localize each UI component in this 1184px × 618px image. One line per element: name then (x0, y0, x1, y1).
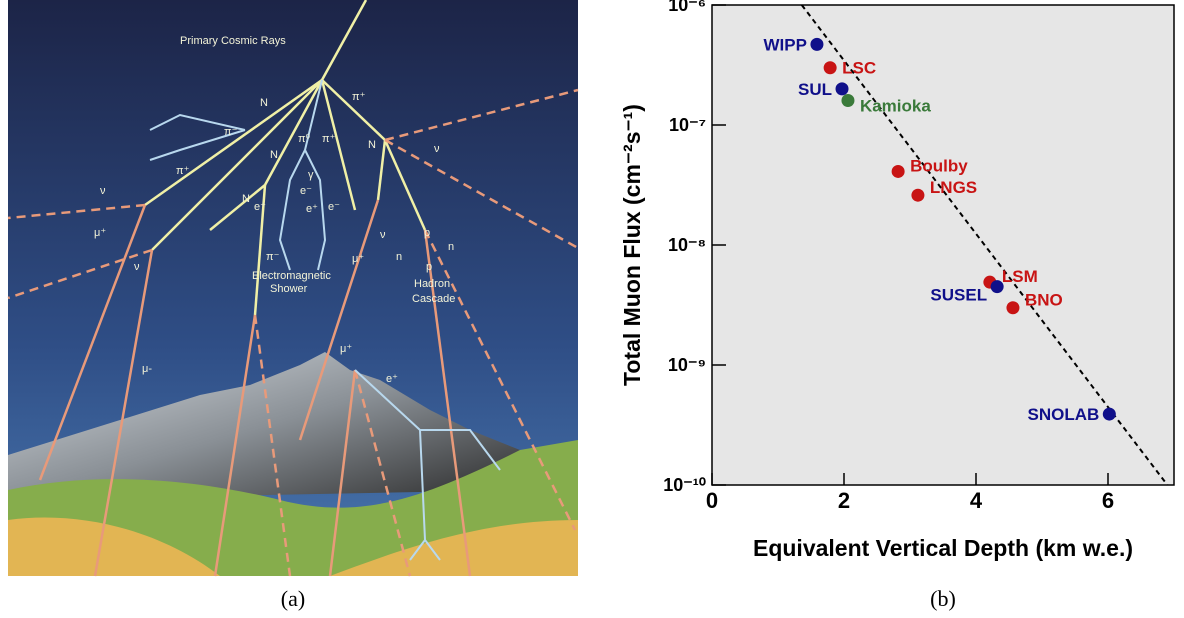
diagram-label: μ⁺ (94, 227, 106, 239)
muon-tracks (38, 199, 472, 577)
point-label: LSC (842, 59, 876, 78)
y-tick-label: 10⁻⁹ (668, 355, 706, 375)
em-tracks (149, 79, 501, 561)
diagram-label: N (260, 97, 268, 109)
diagram-label: μ- (142, 363, 152, 375)
y-tick-label: 10⁻⁷ (669, 115, 706, 135)
caption: (b) (930, 586, 956, 611)
diagram-label: ν (434, 143, 440, 155)
plot-frame (711, 4, 1175, 486)
diagram-labels: Primary Cosmic Rays N π⁺ π⁻ π⁰ π⁺ N N ν … (94, 35, 455, 385)
y-tick-label: 10⁻⁸ (668, 235, 706, 255)
x-axis-label: Equivalent Vertical Depth (km w.e.) (753, 535, 1133, 561)
hadron-tracks (144, 0, 427, 316)
diagram-label: p (424, 227, 430, 239)
caption: (a) (281, 586, 305, 611)
mountain (8, 352, 520, 500)
data-point (891, 164, 905, 178)
diagram-label: π⁺ (176, 165, 190, 177)
diagram-label: γ (308, 169, 314, 181)
diagram-label: π⁺ (352, 91, 366, 103)
diagram-label: Primary Cosmic Rays (180, 35, 286, 47)
point-label: LNGS (930, 178, 977, 197)
diagram-label: Cascade (412, 293, 455, 305)
point-label: Kamioka (860, 97, 931, 116)
x-tick-label: 4 (970, 488, 983, 513)
data-point (823, 61, 837, 75)
diagram-label: μ⁺ (352, 253, 364, 265)
diagram-label: Shower (270, 283, 308, 295)
diagram-label: N (242, 193, 250, 205)
diagram-label: ν (100, 185, 106, 197)
diagram-label: μ⁺ (340, 343, 352, 355)
point-label: SUL (798, 80, 832, 99)
diagram-label: e⁺ (254, 201, 266, 213)
point-label: WIPP (763, 35, 806, 54)
y-tick-label: 10⁻¹⁰ (663, 475, 706, 495)
diagram-label: p (426, 261, 432, 273)
data-point (835, 82, 849, 96)
x-tick-label: 2 (838, 488, 850, 513)
data-point (841, 94, 855, 108)
diagram-label: n (448, 241, 454, 253)
diagram-label: ν (134, 261, 140, 273)
data-point (1006, 301, 1020, 315)
diagram-label: Hadron (414, 278, 450, 290)
point-label: BNO (1025, 291, 1063, 310)
diagram-label: e⁺ (386, 373, 398, 385)
data-point (911, 188, 925, 202)
diagram-label: π⁻ (266, 251, 280, 263)
data-point (990, 280, 1004, 294)
diagram-label: π⁻ (224, 126, 238, 138)
diagram-label: π⁰ (298, 133, 311, 145)
diagram-label: e⁻ (328, 201, 340, 213)
y-tick-label: 10⁻⁶ (668, 0, 706, 15)
point-label: LSM (1002, 267, 1038, 286)
data-point (810, 37, 824, 51)
point-label: SUSEL (930, 286, 987, 305)
fit-line (800, 4, 1169, 486)
diagram-label: N (270, 149, 278, 161)
illustration: Primary Cosmic Rays N π⁺ π⁻ π⁰ π⁺ N N ν … (7, 0, 579, 577)
diagram-label: ν (380, 229, 386, 241)
x-tick-label: 6 (1102, 488, 1114, 513)
diagram-label: Electromagnetic (252, 270, 331, 282)
diagram-label: e⁺ (306, 203, 318, 215)
diagram-label: π⁺ (322, 133, 336, 145)
ground (8, 517, 578, 576)
y-axis-label: Total Muon Flux (cm⁻²s⁻¹) (619, 104, 645, 386)
x-tick-label: 0 (706, 488, 718, 513)
diagram-label: n (396, 251, 402, 263)
point-label: SNOLAB (1028, 405, 1100, 424)
neutrino-tracks (7, 88, 579, 577)
diagram-label: e⁻ (300, 185, 312, 197)
data-point (1102, 407, 1116, 421)
diagram-label: N (368, 139, 376, 151)
point-label: Boulby (910, 156, 968, 175)
plot: Equivalent Vertical Depth (km w.e.) Tota… (619, 4, 1175, 561)
